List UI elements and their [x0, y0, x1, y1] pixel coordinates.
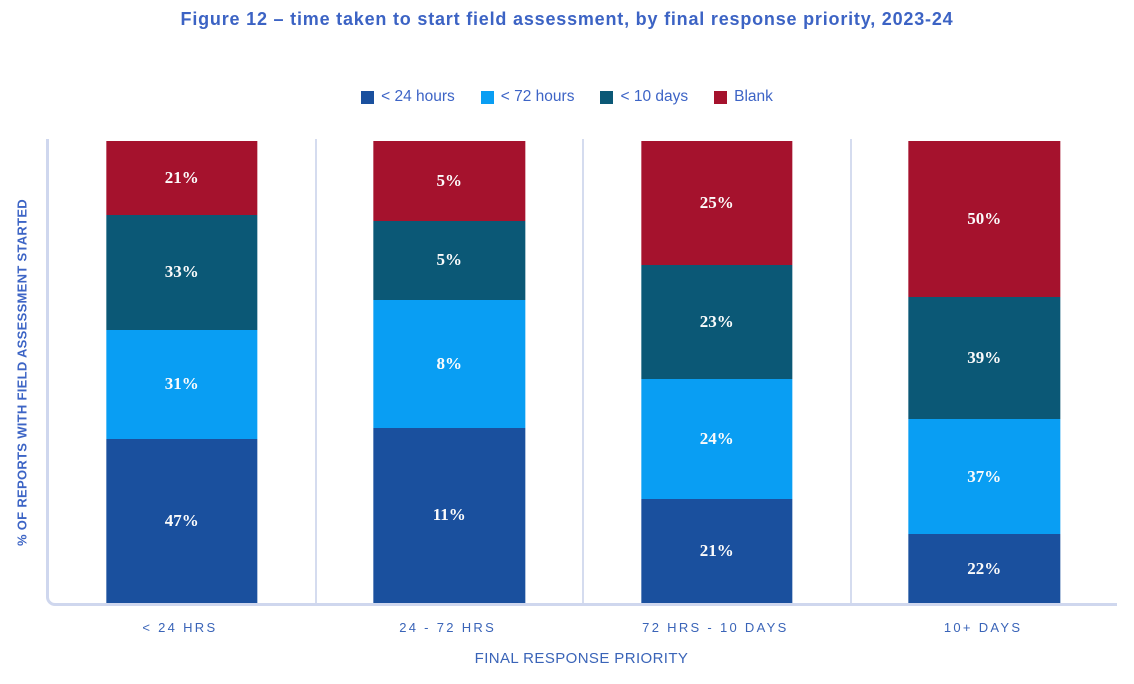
bar-segment: 25% [641, 141, 793, 266]
bar-segment: 8% [373, 300, 525, 428]
segment-data-label: 23% [699, 312, 734, 332]
bar-segment: 47% [106, 438, 258, 603]
segment-data-label: 50% [967, 209, 1002, 229]
stacked-bar-1: 47% 31% 33% 21% [106, 141, 258, 603]
stacked-bar-2: 11% 8% 5% 5% [373, 141, 525, 603]
x-axis-tick-labels: < 24 HRS 24 - 72 HRS 72 HRS - 10 DAYS 10+ D… [46, 620, 1117, 635]
chart-title-text: Figure 12 – time taken to start field as… [180, 9, 954, 29]
category-slot-1: 47% 31% 33% 21% [49, 139, 317, 603]
x-axis-tick-label: < 24 HRS [142, 620, 218, 635]
segment-data-label: 11% [432, 505, 466, 525]
chart-title: Figure 12 – time taken to start field as… [0, 5, 1134, 34]
segment-data-label: 47% [164, 510, 199, 530]
legend-label: < 10 days [620, 88, 689, 105]
bar-segment: 5% [373, 141, 525, 221]
legend-label: < 24 hours [381, 88, 455, 105]
legend-item-2: < 72 hours [480, 88, 575, 106]
bar-segment: 22% [908, 534, 1060, 603]
bar-segment: 31% [106, 330, 258, 439]
x-axis-title: FINAL RESPONSE PRIORITY [474, 650, 689, 667]
segment-data-label: 33% [164, 262, 199, 282]
bar-segment: 21% [641, 498, 793, 603]
category-slot-4: 22% 37% 39% 50% [852, 139, 1118, 603]
segment-data-label: 39% [967, 347, 1002, 367]
category-slot-2: 11% 8% 5% 5% [317, 139, 584, 603]
bar-segment: 33% [106, 214, 258, 330]
legend-item-4: Blank [714, 88, 773, 106]
bar-segment: 39% [908, 297, 1060, 419]
segment-data-label: 24% [699, 429, 734, 449]
legend: < 24 hours < 72 hours < 10 days Blank [0, 88, 1134, 106]
legend-swatch-icon [600, 90, 614, 104]
x-axis-tick-label: 10+ DAYS [943, 620, 1023, 635]
bar-segment: 5% [373, 220, 525, 301]
bar-segment: 21% [106, 141, 258, 215]
plot-area: 47% 31% 33% 21% 11% 8% 5% 5% 21% 24% 23% 25% 22% 37% 3… [46, 139, 1117, 606]
bar-segment: 11% [373, 427, 525, 603]
segment-data-label: 5% [436, 170, 462, 190]
segment-data-label: 8% [436, 354, 462, 374]
legend-swatch-icon [714, 90, 728, 104]
legend-item-1: < 24 hours [361, 88, 455, 106]
segment-data-label: 22% [967, 558, 1002, 578]
bar-segment: 37% [908, 418, 1060, 535]
legend-label: Blank [734, 88, 773, 105]
stacked-bar-4: 22% 37% 39% 50% [908, 141, 1060, 603]
bar-segment: 50% [908, 141, 1060, 298]
legend-swatch-icon [361, 90, 375, 104]
segment-data-label: 5% [436, 250, 462, 270]
stacked-bar-3: 21% 24% 23% 25% [641, 141, 793, 603]
legend-label: < 72 hours [500, 88, 575, 105]
x-axis-tick-label: 24 - 72 HRS [399, 620, 497, 635]
segment-data-label: 21% [699, 540, 734, 560]
legend-item-3: < 10 days [600, 88, 688, 106]
segment-data-label: 25% [699, 193, 734, 213]
category-slot-3: 21% 24% 23% 25% [584, 139, 852, 603]
legend-swatch-icon [480, 90, 494, 104]
bar-segment: 23% [641, 265, 793, 380]
segment-data-label: 37% [967, 466, 1002, 486]
y-axis-title: % OF REPORTS WITH FIELD ASSESSMENT START… [14, 198, 30, 546]
segment-data-label: 21% [164, 167, 199, 187]
segment-data-label: 31% [164, 374, 199, 394]
x-axis-tick-label: 72 HRS - 10 DAYS [642, 620, 789, 635]
bar-segment: 24% [641, 379, 793, 499]
